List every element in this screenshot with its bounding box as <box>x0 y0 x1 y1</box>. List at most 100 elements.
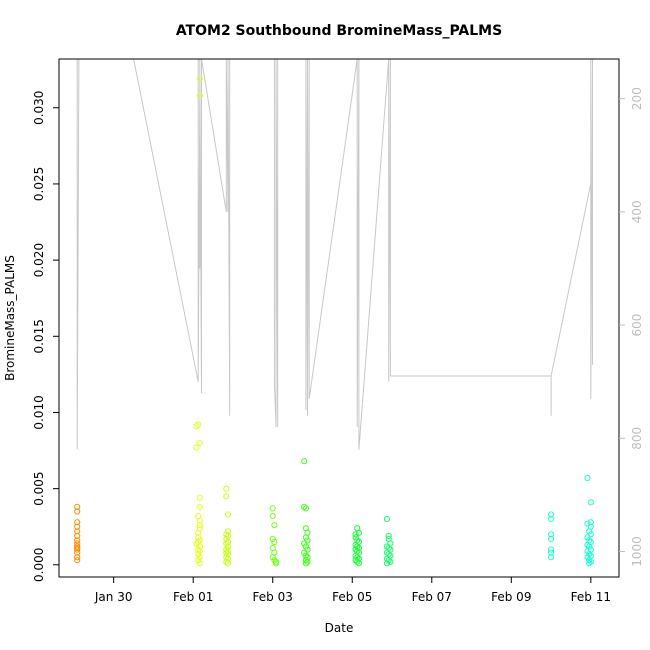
data-point <box>302 557 309 564</box>
data-point <box>301 503 308 510</box>
data-point <box>352 541 359 549</box>
x-tick-label: Feb 09 <box>491 590 531 604</box>
data-point <box>74 537 81 544</box>
data-point <box>196 503 203 510</box>
data-point <box>355 555 362 562</box>
data-point <box>304 558 311 565</box>
data-point <box>224 528 232 535</box>
y-tick-label: 0.015 <box>32 319 46 353</box>
data-point <box>224 538 232 546</box>
data-point <box>352 531 359 538</box>
data-point <box>584 534 591 541</box>
data-point <box>223 558 230 565</box>
data-point <box>584 548 591 555</box>
data-point <box>196 537 203 544</box>
data-point <box>548 549 555 556</box>
data-point <box>383 543 391 550</box>
data-point <box>74 546 81 553</box>
data-point <box>385 557 392 564</box>
x-tick-label: Feb 03 <box>253 590 293 604</box>
data-point <box>74 554 81 561</box>
data-point <box>195 529 202 536</box>
x-tick-label: Feb 11 <box>571 590 611 604</box>
data-point <box>548 511 555 518</box>
data-point <box>302 560 309 567</box>
data-point <box>195 546 202 553</box>
y-axis: 0.000 0.005 0.010 0.015 0.020 0.025 0.030 <box>32 91 59 582</box>
data-point <box>195 551 202 558</box>
data-point <box>304 554 311 561</box>
data-point <box>355 560 362 567</box>
data-point <box>74 557 81 564</box>
data-point <box>223 485 230 492</box>
data-point <box>548 546 555 553</box>
data-point <box>302 534 309 541</box>
y2-tick-label: 800 <box>630 427 644 450</box>
data-point <box>223 531 230 538</box>
data-point <box>269 554 276 561</box>
data-point <box>387 558 394 565</box>
y2-tick-label: 1000 <box>630 536 644 567</box>
data-point <box>196 522 203 529</box>
data-point <box>195 421 202 428</box>
x-axis: Jan 30 Feb 01 Feb 03 Feb 05 Feb 07 Feb 09 Feb … <box>94 577 611 604</box>
data-point <box>383 555 391 562</box>
data-point <box>586 551 593 558</box>
data-point <box>586 528 593 535</box>
data-point <box>224 555 232 562</box>
data-point <box>196 494 203 501</box>
data-point <box>196 543 203 550</box>
data-point <box>223 540 230 547</box>
data-point <box>196 75 203 82</box>
y-axis-label: BromineMass_PALMS <box>3 255 17 381</box>
data-point <box>269 535 276 543</box>
data-point <box>74 540 81 547</box>
data-point <box>301 549 308 556</box>
y-tick-label: 0.025 <box>32 167 46 201</box>
y-tick-label: 0.000 <box>32 548 46 582</box>
data-point <box>304 546 311 553</box>
data-point <box>74 508 81 515</box>
data-point <box>195 557 202 564</box>
data-point <box>355 545 362 552</box>
data-point <box>587 531 594 538</box>
data-point <box>269 513 276 520</box>
data-point <box>196 92 203 99</box>
data-point <box>74 549 81 556</box>
data-point <box>355 529 362 536</box>
data-point <box>302 552 309 559</box>
y-tick-label: 0.030 <box>32 91 46 125</box>
data-point <box>224 511 232 518</box>
data-point <box>301 458 308 465</box>
data-point <box>587 519 594 526</box>
data-point <box>74 528 81 535</box>
y-tick-label: 0.010 <box>32 395 46 429</box>
data-point <box>354 543 361 550</box>
x-tick-label: Feb 05 <box>332 590 372 604</box>
data-point <box>195 534 202 541</box>
data-point <box>271 522 278 529</box>
x-tick-label: Feb 01 <box>173 590 213 604</box>
x-tick-label: Jan 30 <box>94 590 133 604</box>
data-point <box>354 554 361 561</box>
data-point <box>584 554 591 561</box>
data-point <box>224 548 232 555</box>
y-tick-label: 0.020 <box>32 243 46 277</box>
data-point <box>223 493 230 500</box>
x-axis-label: Date <box>325 621 354 635</box>
data-point <box>383 516 391 523</box>
data-point <box>224 551 232 558</box>
data-points <box>74 75 594 567</box>
data-point <box>548 531 555 538</box>
plot-frame <box>58 58 620 578</box>
y2-tick-label: 400 <box>630 200 644 223</box>
chart-title: ATOM2 Southbound BromineMass_PALMS <box>176 23 502 39</box>
data-point <box>223 535 230 543</box>
data-point <box>354 558 361 565</box>
data-point <box>548 554 555 561</box>
data-point <box>74 503 81 510</box>
data-point <box>196 554 203 561</box>
data-point <box>302 543 309 550</box>
data-point <box>584 474 591 482</box>
